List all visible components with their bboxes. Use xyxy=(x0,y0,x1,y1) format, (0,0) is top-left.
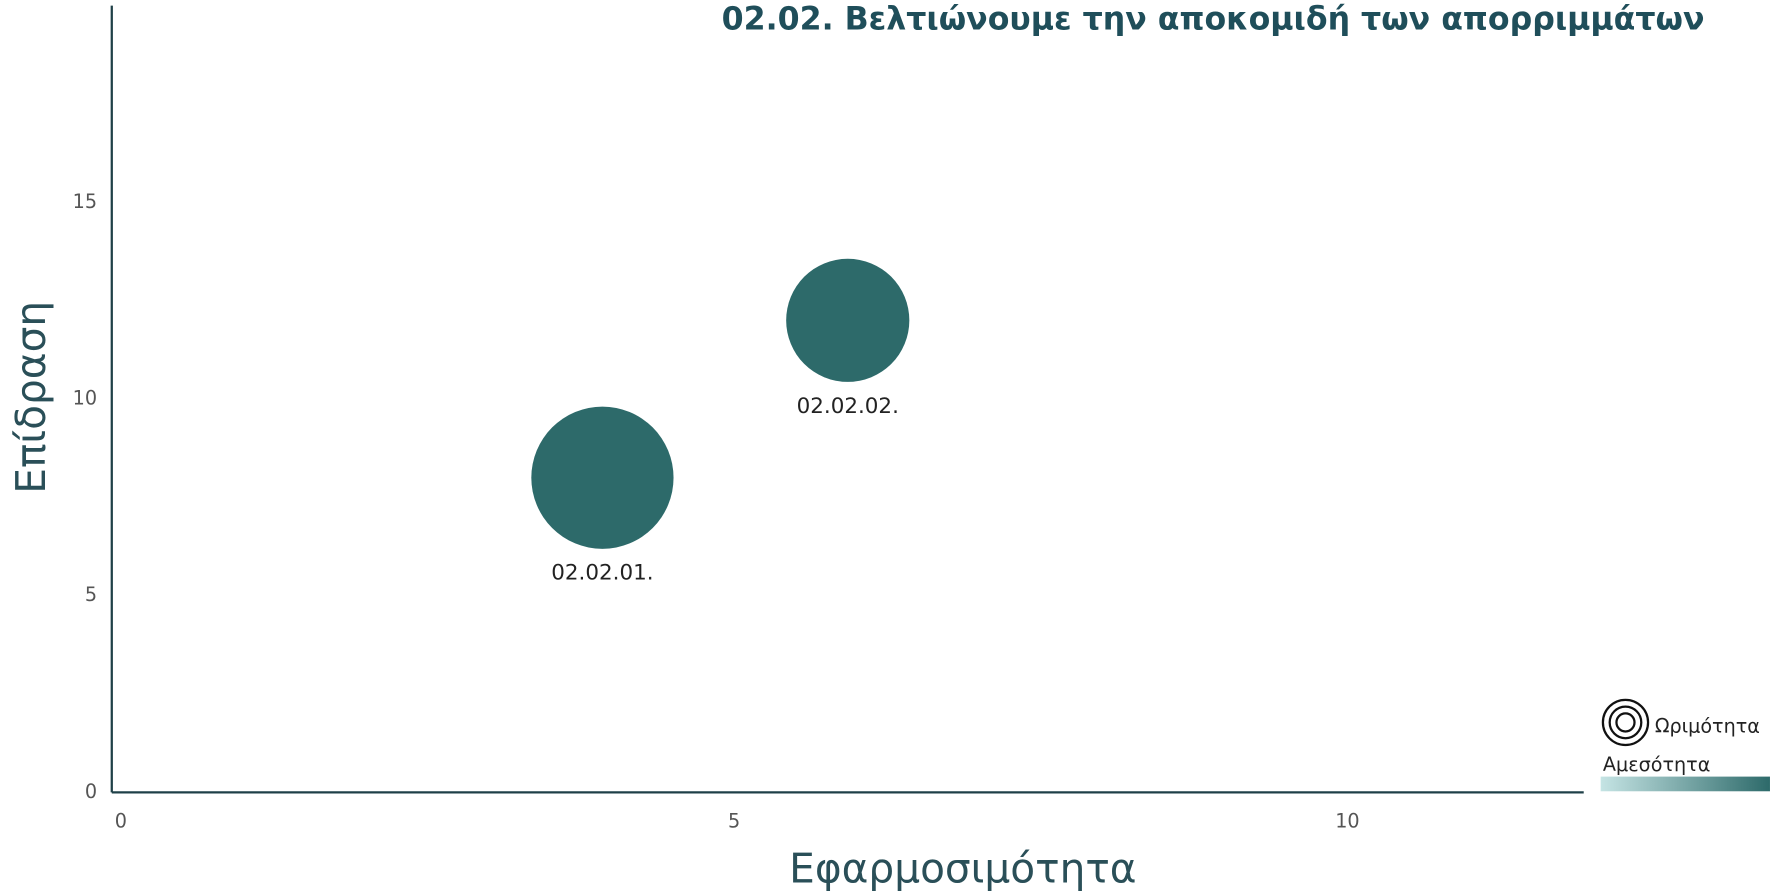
y-axis-title: Επίδραση xyxy=(7,301,55,494)
y-tick-label: 10 xyxy=(73,387,97,410)
color-legend-label: Αμεσότητα xyxy=(1603,753,1710,776)
color-legend-bar xyxy=(1600,776,1770,792)
data-label: 02.02.02. xyxy=(797,394,899,419)
y-tick-label: 5 xyxy=(85,583,97,606)
chart-title: 02.02. Βελτιώνουμε την αποκομιδή των απο… xyxy=(722,1,1705,37)
x-tick-label: 10 xyxy=(1335,809,1359,832)
y-tick-label: 15 xyxy=(73,190,97,213)
size-legend-icon xyxy=(1601,698,1650,747)
bubble xyxy=(786,258,910,382)
x-axis-title: Εφαρμοσιμότητα xyxy=(789,844,1136,892)
y-tick-label: 0 xyxy=(85,780,97,803)
x-tick-label: 0 xyxy=(115,809,127,832)
bubble xyxy=(531,406,674,549)
x-tick-label: 5 xyxy=(728,809,740,832)
data-label: 02.02.01. xyxy=(551,561,653,586)
size-legend-label: Ωριμότητα xyxy=(1655,714,1760,737)
